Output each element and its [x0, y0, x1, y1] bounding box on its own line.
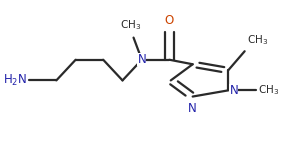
Text: CH$_3$: CH$_3$: [258, 83, 280, 97]
Text: CH$_3$: CH$_3$: [120, 18, 142, 32]
Text: N: N: [137, 53, 146, 66]
Text: N: N: [229, 84, 238, 97]
Text: CH$_3$: CH$_3$: [247, 33, 269, 47]
Text: H$_2$N: H$_2$N: [3, 73, 27, 88]
Text: N: N: [188, 103, 197, 115]
Text: O: O: [165, 14, 174, 27]
